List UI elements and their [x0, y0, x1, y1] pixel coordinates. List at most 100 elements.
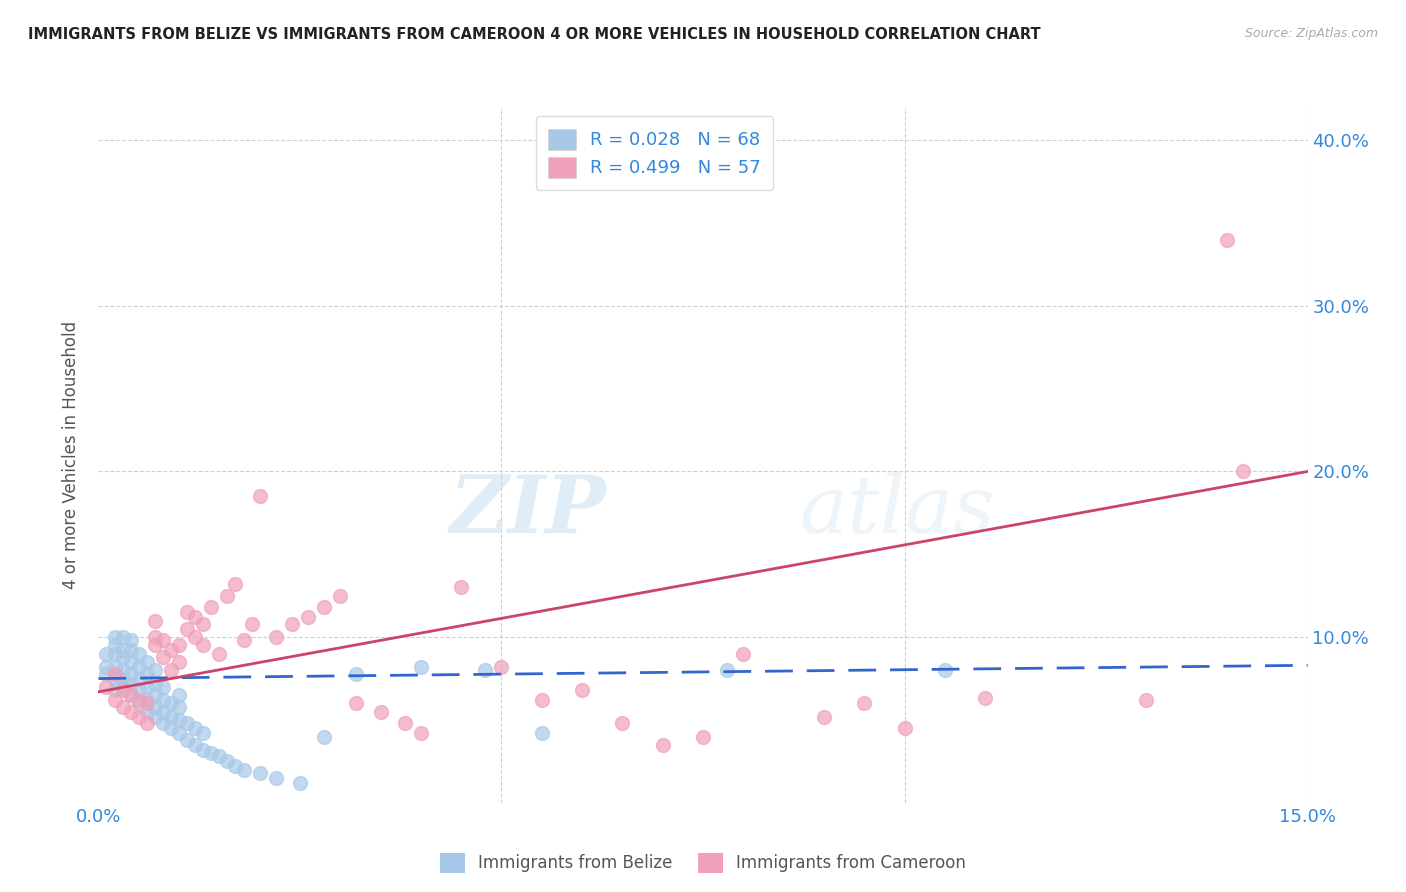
Point: [167, 639, 190, 653]
Point: [143, 663, 166, 677]
Point: [111, 643, 134, 657]
Text: IMMIGRANTS FROM BELIZE VS IMMIGRANTS FROM CAMEROON 4 OR MORE VEHICLES IN HOUSEHO: IMMIGRANTS FROM BELIZE VS IMMIGRANTS FRO…: [28, 27, 1040, 42]
Point: [176, 716, 198, 731]
Point: [176, 605, 198, 619]
Point: [135, 693, 157, 707]
Point: [128, 683, 150, 698]
Point: [281, 616, 304, 631]
Point: [264, 771, 287, 785]
Point: [974, 691, 997, 706]
Point: [111, 663, 134, 677]
Point: [314, 730, 336, 744]
Point: [167, 726, 190, 740]
Point: [128, 697, 150, 711]
Point: [103, 630, 125, 644]
Point: [135, 666, 157, 681]
Point: [193, 616, 215, 631]
Point: [344, 666, 367, 681]
Point: [176, 622, 198, 636]
Point: [184, 738, 207, 752]
Point: [152, 633, 174, 648]
Point: [176, 732, 198, 747]
Text: atlas: atlas: [800, 472, 995, 549]
Legend: Immigrants from Belize, Immigrants from Cameroon: Immigrants from Belize, Immigrants from …: [433, 847, 973, 880]
Point: [152, 650, 174, 665]
Point: [135, 697, 157, 711]
Point: [240, 616, 263, 631]
Point: [103, 647, 125, 661]
Point: [120, 705, 142, 719]
Point: [111, 650, 134, 665]
Point: [651, 738, 673, 752]
Point: [716, 663, 738, 677]
Point: [232, 633, 254, 648]
Point: [571, 683, 593, 698]
Point: [893, 721, 915, 735]
Y-axis label: 4 or more Vehicles in Household: 4 or more Vehicles in Household: [62, 321, 80, 589]
Point: [208, 749, 231, 764]
Point: [530, 726, 553, 740]
Point: [120, 666, 142, 681]
Point: [143, 688, 166, 702]
Point: [111, 630, 134, 644]
Point: [1216, 233, 1239, 247]
Point: [128, 660, 150, 674]
Point: [103, 672, 125, 686]
Point: [450, 581, 472, 595]
Point: [184, 721, 207, 735]
Point: [103, 666, 125, 681]
Point: [474, 663, 496, 677]
Point: [135, 680, 157, 694]
Point: [160, 697, 183, 711]
Point: [128, 693, 150, 707]
Point: [692, 730, 714, 744]
Point: [152, 693, 174, 707]
Point: [200, 600, 222, 615]
Point: [160, 721, 183, 735]
Point: [120, 633, 142, 648]
Point: [103, 660, 125, 674]
Point: [1135, 693, 1157, 707]
Point: [409, 726, 432, 740]
Point: [160, 709, 183, 723]
Point: [111, 672, 134, 686]
Point: [314, 600, 336, 615]
Point: [853, 697, 876, 711]
Point: [128, 647, 150, 661]
Point: [193, 639, 215, 653]
Point: [135, 716, 157, 731]
Point: [813, 709, 835, 723]
Point: [120, 688, 142, 702]
Text: ZIP: ZIP: [450, 472, 606, 549]
Point: [160, 643, 183, 657]
Point: [184, 630, 207, 644]
Point: [224, 759, 246, 773]
Point: [208, 647, 231, 661]
Point: [733, 647, 755, 661]
Point: [143, 614, 166, 628]
Point: [96, 660, 118, 674]
Point: [264, 630, 287, 644]
Point: [103, 639, 125, 653]
Point: [491, 660, 513, 674]
Point: [128, 672, 150, 686]
Point: [224, 577, 246, 591]
Point: [249, 766, 271, 780]
Point: [111, 683, 134, 698]
Point: [103, 693, 125, 707]
Point: [184, 610, 207, 624]
Point: [120, 655, 142, 669]
Point: [120, 688, 142, 702]
Point: [135, 655, 157, 669]
Point: [96, 647, 118, 661]
Point: [120, 643, 142, 657]
Point: [152, 716, 174, 731]
Point: [530, 693, 553, 707]
Point: [143, 676, 166, 690]
Point: [217, 589, 239, 603]
Point: [394, 716, 416, 731]
Point: [128, 709, 150, 723]
Point: [200, 746, 222, 760]
Point: [612, 716, 634, 731]
Point: [143, 709, 166, 723]
